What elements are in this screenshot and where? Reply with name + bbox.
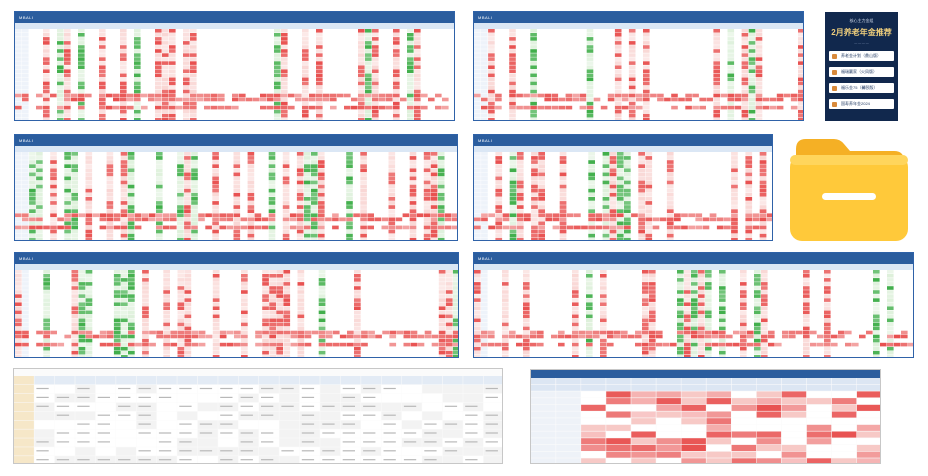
sheet-title-bar bbox=[14, 369, 502, 376]
poster-item-label: 养老金计划（鼎山版） bbox=[841, 53, 881, 58]
table-header: MBALI bbox=[474, 253, 913, 264]
summary-grid bbox=[531, 378, 880, 463]
bullet-icon bbox=[832, 85, 837, 91]
table-thumbnail-4[interactable]: MBALI bbox=[473, 134, 773, 241]
table-subheader bbox=[474, 146, 772, 152]
logo: MBALI bbox=[19, 138, 34, 143]
heatmap-grid bbox=[15, 29, 454, 120]
table-thumbnail-6[interactable]: MBALI bbox=[473, 252, 914, 358]
table-header: MBALI bbox=[474, 12, 803, 23]
table-subheader bbox=[474, 23, 803, 29]
table-subheader bbox=[15, 146, 457, 152]
poster-item: 福瑞赢家（火凤版） bbox=[829, 67, 894, 77]
summary-table[interactable] bbox=[530, 369, 881, 464]
logo: MBALI bbox=[478, 256, 493, 261]
table-header: MBALI bbox=[15, 12, 454, 23]
comparison-spreadsheet[interactable] bbox=[13, 368, 503, 464]
logo: MBALI bbox=[478, 138, 493, 143]
table-subheader bbox=[474, 264, 913, 270]
summary-title-bar bbox=[531, 370, 880, 378]
poster-title: 2月养老年金推荐 bbox=[831, 28, 892, 37]
logo: MBALI bbox=[19, 15, 34, 20]
table-header: MBALI bbox=[15, 135, 457, 146]
logo: MBALI bbox=[478, 15, 493, 20]
poster-item-label: 福瑞赢家（火凤版） bbox=[841, 69, 877, 74]
table-thumbnail-3[interactable]: MBALI bbox=[14, 134, 458, 241]
recommendation-poster[interactable]: 核心主力金组 2月养老年金推荐 — — — — 养老金计划（鼎山版） 福瑞赢家（… bbox=[825, 12, 898, 121]
table-header: MBALI bbox=[474, 135, 772, 146]
folder-icon-graphic bbox=[790, 139, 908, 241]
heatmap-grid bbox=[474, 270, 913, 357]
heatmap-grid bbox=[15, 270, 458, 357]
sheet-grid bbox=[14, 376, 502, 463]
poster-item-label: 福乐金75（馨颐版） bbox=[841, 85, 878, 90]
poster-tag: 核心主力金组 bbox=[849, 18, 874, 23]
table-subheader bbox=[15, 264, 458, 270]
poster-item: 国寿养年金2024 bbox=[829, 99, 894, 109]
heatmap-grid bbox=[15, 152, 457, 240]
table-thumbnail-5[interactable]: MBALI bbox=[14, 252, 459, 358]
heatmap-grid bbox=[474, 152, 772, 240]
heatmap-grid bbox=[474, 29, 803, 120]
bullet-icon bbox=[832, 69, 837, 75]
table-header: MBALI bbox=[15, 253, 458, 264]
table-thumbnail-2[interactable]: MBALI bbox=[473, 11, 804, 121]
table-thumbnail-1[interactable]: MBALI bbox=[14, 11, 455, 121]
poster-item: 养老金计划（鼎山版） bbox=[829, 51, 894, 61]
poster-item-label: 国寿养年金2024 bbox=[841, 101, 870, 106]
poster-item: 福乐金75（馨颐版） bbox=[829, 83, 894, 93]
poster-subtitle-bar: — — — — bbox=[854, 41, 869, 45]
folder-icon[interactable] bbox=[790, 135, 908, 243]
logo: MBALI bbox=[19, 256, 34, 261]
table-subheader bbox=[15, 23, 454, 29]
bullet-icon bbox=[832, 101, 837, 107]
bullet-icon bbox=[832, 53, 837, 59]
